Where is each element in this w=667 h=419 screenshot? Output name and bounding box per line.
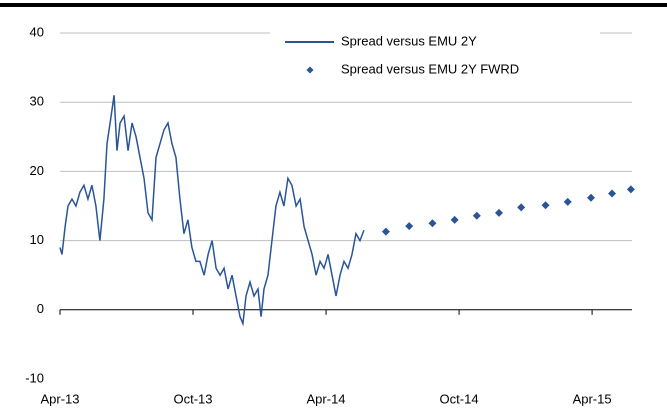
- legend-label: Spread versus EMU 2Y: [341, 33, 477, 48]
- marker: [541, 201, 550, 210]
- legend-box: [270, 30, 600, 82]
- marker: [450, 215, 459, 224]
- marker: [428, 219, 437, 228]
- x-tick-label: Oct-14: [440, 391, 479, 406]
- marker: [517, 203, 526, 212]
- marker: [563, 197, 572, 206]
- y-tick-label: -10: [25, 370, 44, 385]
- marker: [626, 185, 635, 194]
- x-tick-label: Apr-14: [307, 391, 346, 406]
- line-series: [59, 95, 365, 327]
- x-tick-label: Apr-13: [40, 391, 79, 406]
- y-tick-label: 10: [30, 232, 44, 247]
- legend-label: Spread versus EMU 2Y FWRD: [341, 61, 519, 76]
- y-tick-label: 40: [30, 24, 44, 39]
- marker: [586, 193, 595, 202]
- marker: [608, 189, 617, 198]
- marker: [405, 222, 414, 231]
- top-rule: [0, 3, 667, 7]
- marker: [472, 211, 481, 220]
- x-tick-label: Apr-15: [573, 391, 612, 406]
- marker: [381, 227, 390, 236]
- legend-swatch: [306, 66, 314, 74]
- y-tick-label: 0: [37, 301, 44, 316]
- x-tick-label: Oct-13: [174, 391, 213, 406]
- y-tick-label: 30: [30, 94, 44, 109]
- marker: [494, 208, 503, 217]
- y-tick-label: 20: [30, 163, 44, 178]
